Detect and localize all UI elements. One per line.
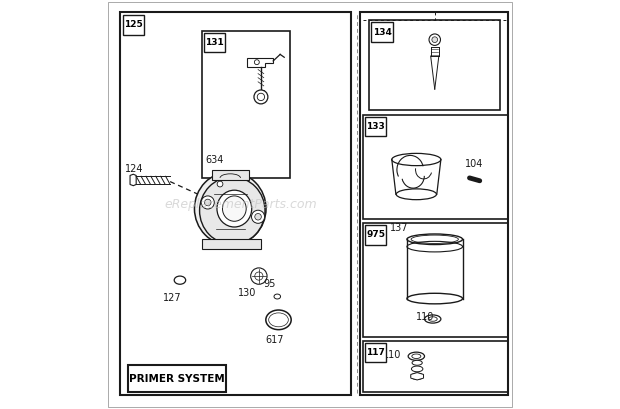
Text: 125: 125: [125, 20, 143, 29]
Circle shape: [250, 268, 267, 284]
Ellipse shape: [195, 172, 266, 245]
Circle shape: [432, 37, 438, 43]
Circle shape: [205, 199, 211, 206]
Ellipse shape: [412, 366, 423, 372]
Circle shape: [202, 196, 215, 209]
Bar: [203, 33, 225, 52]
Circle shape: [254, 60, 259, 65]
Text: 131: 131: [205, 38, 224, 47]
Text: eReplacementParts.com: eReplacementParts.com: [164, 198, 317, 211]
Text: 975: 975: [366, 230, 386, 239]
Ellipse shape: [223, 196, 246, 221]
Bar: [202, 239, 261, 249]
Text: 130: 130: [238, 288, 257, 298]
Bar: [128, 365, 226, 392]
Bar: [370, 20, 500, 110]
Bar: [360, 12, 508, 395]
Bar: [123, 15, 144, 35]
Text: 110: 110: [383, 350, 401, 360]
Text: 110: 110: [415, 312, 434, 322]
Polygon shape: [247, 58, 273, 67]
Circle shape: [254, 90, 268, 104]
Text: 127: 127: [163, 293, 182, 303]
Ellipse shape: [200, 177, 265, 245]
Circle shape: [255, 272, 263, 280]
Text: 124: 124: [125, 164, 144, 174]
Text: 95: 95: [263, 279, 275, 289]
Bar: [363, 115, 508, 219]
Circle shape: [217, 181, 223, 187]
Bar: [365, 343, 386, 362]
Text: 617: 617: [265, 335, 284, 345]
Bar: [365, 117, 386, 136]
Circle shape: [257, 93, 265, 101]
Text: 634: 634: [205, 155, 223, 165]
Text: 134: 134: [373, 28, 391, 37]
Circle shape: [255, 213, 261, 220]
Polygon shape: [411, 373, 423, 380]
Text: 133: 133: [366, 122, 385, 131]
Circle shape: [429, 34, 440, 45]
Bar: [363, 223, 508, 337]
Ellipse shape: [217, 190, 252, 227]
Bar: [365, 225, 386, 245]
Text: 137: 137: [390, 223, 408, 233]
Polygon shape: [130, 174, 136, 186]
Bar: [371, 22, 392, 42]
Bar: [120, 12, 351, 395]
Text: 117: 117: [366, 348, 385, 357]
Text: 104: 104: [466, 159, 484, 169]
Bar: [212, 170, 249, 180]
Circle shape: [252, 210, 265, 223]
Ellipse shape: [411, 373, 423, 380]
Text: PRIMER SYSTEM: PRIMER SYSTEM: [129, 373, 225, 384]
Ellipse shape: [174, 276, 185, 284]
Bar: [202, 31, 290, 178]
Ellipse shape: [412, 360, 422, 365]
Bar: [363, 341, 508, 392]
